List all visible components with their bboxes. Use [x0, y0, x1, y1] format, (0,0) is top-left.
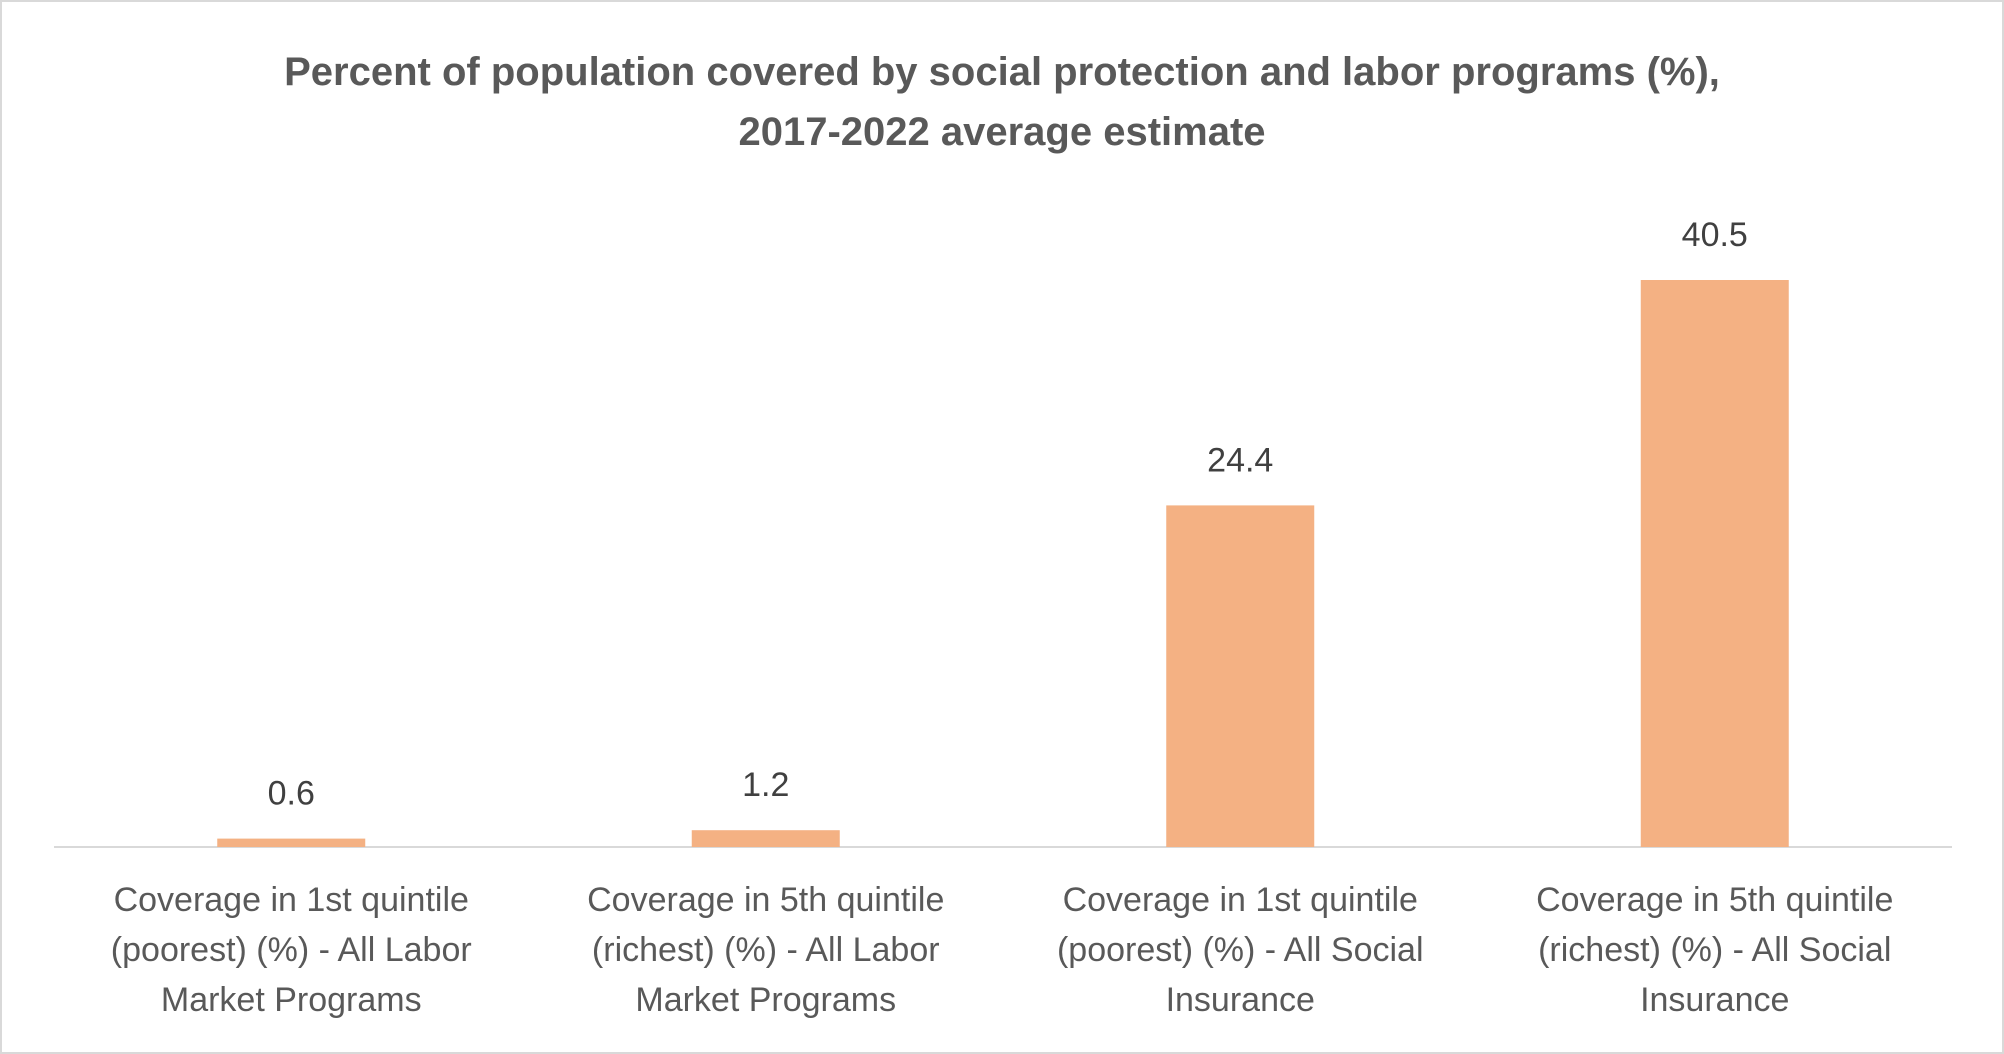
x-tick-label-line: (richest) (%) - All Labor	[591, 931, 940, 969]
chart-title: Percent of population covered by social …	[2, 42, 2002, 162]
x-tick-label-line: Coverage in 1st quintile	[1062, 881, 1418, 919]
x-tick-label-1st-quintile-social: Coverage in 1st quintile (poorest) (%) -…	[1020, 875, 1460, 1025]
bar-3	[1166, 505, 1315, 847]
data-label-2: 1.2	[742, 766, 789, 804]
x-tick-label-line: Coverage in 5th quintile	[1536, 881, 1894, 919]
bar-1	[217, 838, 366, 847]
x-tick-label-line: Market Programs	[160, 981, 422, 1019]
bar-2	[691, 830, 840, 847]
x-tick-label-line: Insurance	[1165, 981, 1315, 1019]
x-tick-label-5th-quintile-labor: Coverage in 5th quintile (richest) (%) -…	[546, 875, 986, 1025]
data-label-4: 40.5	[1682, 216, 1748, 254]
data-label-1: 0.6	[268, 775, 315, 813]
x-tick-label-line: Market Programs	[635, 981, 897, 1019]
chart-title-line-2: 2017-2022 average estimate	[738, 110, 1266, 154]
x-tick-label-line: (richest) (%) - All Social	[1538, 931, 1892, 969]
x-tick-label-line: (poorest) (%) - All Labor	[110, 931, 472, 969]
x-tick-label-1st-quintile-labor: Coverage in 1st quintile (poorest) (%) -…	[71, 875, 511, 1025]
x-tick-label-line: Insurance	[1640, 981, 1790, 1019]
data-label-3: 24.4	[1207, 441, 1273, 479]
chart-title-line-1: Percent of population covered by social …	[284, 50, 1720, 94]
x-tick-label-line: Coverage in 1st quintile	[113, 881, 469, 919]
x-tick-label-line: (poorest) (%) - All Social	[1056, 931, 1424, 969]
x-tick-label-line: Coverage in 5th quintile	[587, 881, 945, 919]
bar-4	[1640, 280, 1789, 847]
x-tick-label-5th-quintile-social: Coverage in 5th quintile (richest) (%) -…	[1495, 875, 1935, 1025]
